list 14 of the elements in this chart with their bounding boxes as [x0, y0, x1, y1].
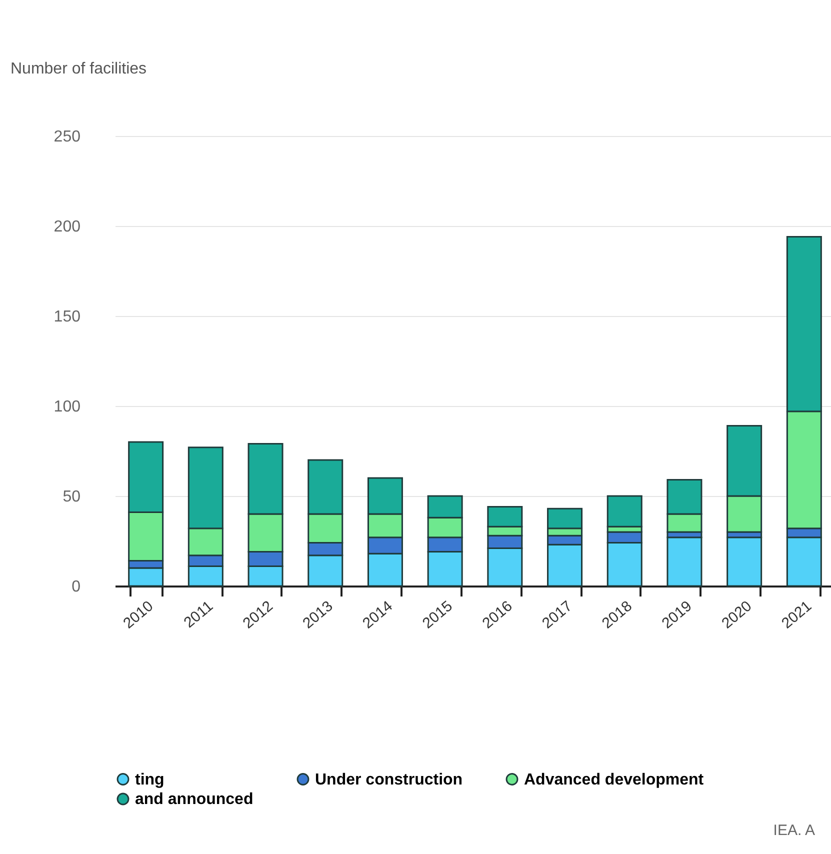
- legend-label: Under construction: [315, 771, 463, 788]
- y-tick-label: 150: [54, 308, 81, 326]
- text: IEA. A: [772, 822, 815, 839]
- y-tick-label: 250: [54, 128, 81, 146]
- bar: [666, 536, 702, 587]
- bar: [726, 536, 762, 587]
- y-tick-label: 100: [54, 398, 81, 416]
- y-tick-label: 50: [62, 488, 81, 506]
- legend-label: ting: [135, 771, 164, 788]
- y-tick-label: 0: [72, 578, 81, 596]
- legend-label: Advanced development: [524, 771, 704, 788]
- y-tick-label: 200: [54, 218, 81, 236]
- legend-label: and announced: [135, 791, 254, 808]
- y-axis-title: Number of facilities: [10, 60, 147, 78]
